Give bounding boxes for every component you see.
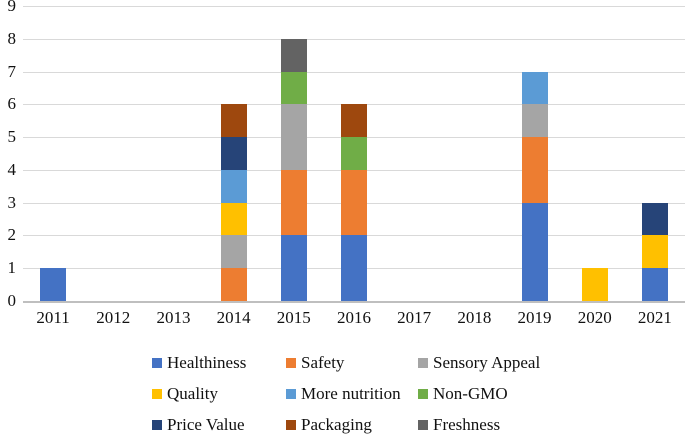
x-tick-label-2018: 2018 bbox=[457, 308, 492, 327]
y-tick-label: 3 bbox=[7, 192, 17, 212]
x-axis-line bbox=[23, 300, 685, 303]
legend-marker-non-gmo bbox=[418, 388, 428, 399]
legend-label: Freshness bbox=[433, 414, 501, 434]
y-tick-label: 1 bbox=[7, 258, 17, 278]
legend: Healthiness Safety Sensory Appeal Quality Mo… bbox=[152, 347, 540, 440]
bar-segment-safety-2015 bbox=[280, 169, 307, 236]
legend-label: Quality bbox=[167, 383, 218, 403]
x-tick-label-2014: 2014 bbox=[216, 308, 251, 327]
bar-segment-quality-2014 bbox=[220, 202, 247, 236]
bar-segment-safety-2014 bbox=[220, 268, 247, 301]
legend-label: Packaging bbox=[301, 414, 372, 434]
gridline bbox=[23, 38, 685, 40]
bar-segment-packaging-2016 bbox=[341, 104, 367, 138]
legend-label: Healthiness bbox=[167, 352, 247, 372]
legend-marker-price-value bbox=[152, 419, 162, 430]
gridline bbox=[23, 71, 685, 73]
legend-marker-quality bbox=[152, 388, 162, 399]
legend-item-healthiness: Healthiness bbox=[152, 347, 286, 378]
bar-segment-safety-2016 bbox=[341, 169, 367, 236]
bar-segment-safety-2019 bbox=[521, 137, 548, 203]
y-tick-label: 7 bbox=[7, 61, 17, 81]
y-tick-label: 5 bbox=[7, 127, 17, 147]
legend-item-quality: Quality bbox=[152, 378, 286, 409]
x-tick-label-2021: 2021 bbox=[637, 308, 672, 327]
bar-segment-non-gmo-2016 bbox=[341, 137, 367, 170]
y-tick-label: 6 bbox=[7, 94, 17, 114]
bar-segment-sensory-appeal-2014 bbox=[220, 235, 247, 269]
legend-marker-packaging bbox=[286, 419, 296, 430]
bar-segment-more-nutrition-2019 bbox=[521, 71, 548, 105]
x-tick-label-2016: 2016 bbox=[336, 308, 371, 327]
bar-segment-price-value-2021 bbox=[641, 202, 668, 236]
x-tick-label-2020: 2020 bbox=[577, 308, 612, 327]
legend-label: Sensory Appeal bbox=[433, 352, 541, 372]
x-tick-label-2015: 2015 bbox=[276, 308, 311, 327]
legend-marker-freshness bbox=[418, 419, 428, 430]
legend-item-packaging: Packaging bbox=[286, 409, 418, 440]
bar-segment-healthiness-2016 bbox=[341, 235, 367, 301]
legend-item-price-value: Price Value bbox=[152, 409, 286, 440]
legend-item-safety: Safety bbox=[286, 347, 418, 378]
y-tick-label: 4 bbox=[7, 159, 17, 179]
legend-marker-more-nutrition bbox=[286, 388, 296, 399]
y-tick-label: 8 bbox=[7, 28, 17, 48]
bar-segment-healthiness-2021 bbox=[641, 268, 668, 301]
x-tick-label-2019: 2019 bbox=[517, 308, 552, 327]
legend-marker-healthiness bbox=[152, 357, 162, 368]
legend-item-freshness: Freshness bbox=[418, 409, 540, 440]
bar-segment-more-nutrition-2014 bbox=[220, 169, 247, 203]
legend-label: More nutrition bbox=[301, 383, 401, 403]
legend-item-sensory-appeal: Sensory Appeal bbox=[418, 347, 540, 378]
legend-label: Non-GMO bbox=[433, 383, 508, 403]
legend-label: Price Value bbox=[167, 414, 245, 434]
bar-segment-non-gmo-2015 bbox=[280, 71, 307, 105]
bar-segment-packaging-2014 bbox=[220, 104, 247, 138]
y-tick-label: 2 bbox=[7, 225, 17, 245]
gridline bbox=[23, 6, 685, 7]
y-tick-label: 9 bbox=[7, 0, 17, 15]
bar-segment-sensory-appeal-2019 bbox=[521, 104, 548, 138]
legend-marker-safety bbox=[286, 357, 296, 368]
bar-segment-healthiness-2019 bbox=[521, 202, 548, 301]
bar-segment-freshness-2015 bbox=[280, 38, 307, 72]
x-tick-label-2011: 2011 bbox=[36, 308, 70, 327]
bar-segment-quality-2020 bbox=[581, 268, 608, 301]
y-tick-label: 0 bbox=[7, 291, 17, 310]
legend-item-more-nutrition: More nutrition bbox=[286, 378, 418, 409]
bar-segment-sensory-appeal-2015 bbox=[280, 104, 307, 170]
x-tick-label-2017: 2017 bbox=[397, 308, 432, 327]
bar-segment-healthiness-2011 bbox=[40, 268, 67, 301]
x-tick-label-2013: 2013 bbox=[156, 308, 191, 327]
bar-segment-price-value-2014 bbox=[220, 137, 247, 170]
x-tick-label-2012: 2012 bbox=[96, 308, 131, 327]
bar-segment-quality-2021 bbox=[641, 235, 668, 269]
legend-marker-sensory-appeal bbox=[418, 357, 428, 368]
legend-item-non-gmo: Non-GMO bbox=[418, 378, 540, 409]
legend-label: Safety bbox=[301, 352, 345, 372]
bar-segment-healthiness-2015 bbox=[280, 235, 307, 301]
